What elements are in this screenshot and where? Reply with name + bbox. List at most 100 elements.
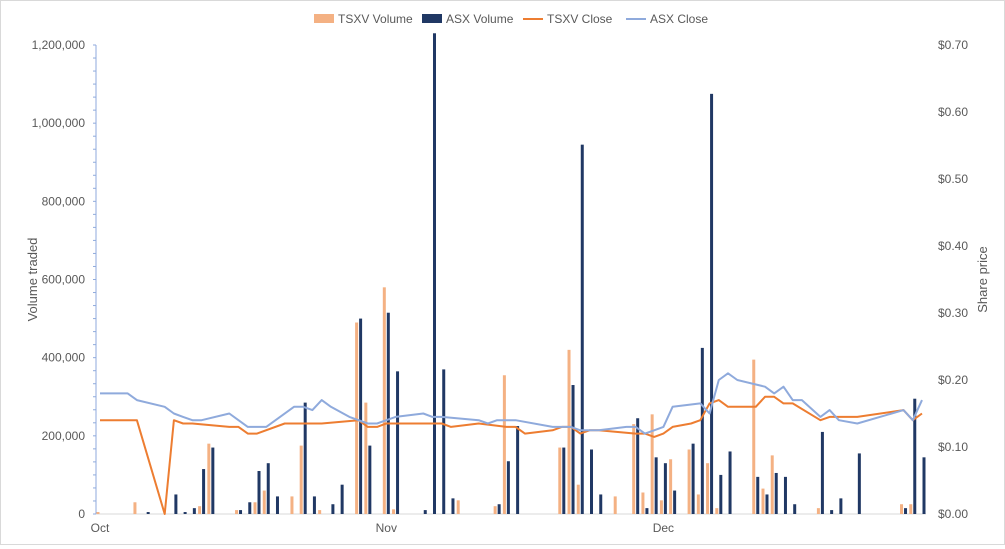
y2-tick-label: $0.30 — [938, 306, 968, 320]
tsxv-volume-legend-label: TSXV Volume — [338, 12, 413, 26]
tsxv-volume-bar — [198, 506, 202, 514]
asx-volume-bar — [774, 472, 778, 514]
asx-volume-bar — [710, 93, 714, 515]
asx-volume-bar — [359, 318, 363, 514]
y2-tick-label: $0.00 — [938, 507, 968, 521]
y2-tick-label: $0.50 — [938, 172, 968, 186]
asx-volume-bar — [368, 445, 372, 514]
tsxv-volume-bar — [364, 402, 368, 514]
tsxv-volume-bar — [299, 445, 303, 514]
tsxv-close-legend-label: TSXV Close — [547, 12, 613, 26]
tsxv-volume-bar — [493, 506, 497, 514]
asx-volume-bar — [432, 33, 436, 515]
tsxv-volume-bar — [567, 349, 571, 514]
tsxv-volume-bar — [290, 496, 294, 514]
axes — [93, 44, 926, 515]
tsxv-volume-bar — [456, 500, 460, 514]
y-tick-label: 600,000 — [42, 273, 86, 287]
tsxv-volume-bar — [355, 322, 359, 514]
y2-tick-label: $0.60 — [938, 105, 968, 119]
tsxv-volume-legend-swatch — [314, 14, 334, 23]
asx-volume-bar — [765, 494, 769, 514]
asx-volume-legend-label: ASX Volume — [446, 12, 514, 26]
tsxv-volume-bar — [669, 459, 673, 514]
asx-volume-bar — [396, 371, 400, 514]
y-tick-label: 1,000,000 — [32, 116, 86, 130]
asx-volume-bar — [386, 312, 390, 514]
tsxv-volume-bar — [392, 509, 396, 514]
volume-bars — [96, 33, 926, 515]
tsxv-volume-bar — [650, 414, 654, 514]
asx-volume-bar — [571, 385, 575, 514]
x-tick-label: Oct — [91, 521, 110, 535]
asx-volume-bar — [423, 510, 427, 514]
tsxv-volume-bar — [752, 359, 756, 514]
asx-volume-bar — [719, 474, 723, 514]
asx-volume-bar — [331, 504, 335, 514]
y2-tick-label: $0.10 — [938, 440, 968, 454]
asx-volume-bar — [451, 498, 455, 514]
asx-volume-bar — [599, 494, 603, 514]
asx-volume-bar — [275, 496, 279, 514]
asx-volume-bar — [830, 510, 834, 514]
asx-volume-bar — [239, 510, 243, 514]
tsxv-volume-bar — [816, 508, 820, 514]
tsxv-volume-bar — [632, 424, 636, 514]
asx-volume-bar — [793, 504, 797, 514]
asx-volume-bar — [820, 431, 824, 514]
asx-volume-bar — [266, 463, 270, 514]
tsxv-volume-bar — [706, 463, 710, 514]
tsxv-volume-bar — [207, 443, 211, 514]
y2-tick-label: $0.70 — [938, 38, 968, 52]
tsxv-volume-bar — [382, 287, 386, 514]
asx-volume-bar — [590, 449, 594, 514]
asx-volume-bar — [516, 426, 520, 514]
asx-volume-bar — [922, 457, 926, 514]
asx-volume-bar — [146, 512, 150, 514]
asx-volume-bar — [303, 402, 307, 514]
y-tick-label: 0 — [78, 507, 85, 521]
tsxv-volume-bar — [659, 500, 663, 514]
y2-tick-label: $0.20 — [938, 373, 968, 387]
tsxv-volume-bar — [558, 447, 562, 514]
asx-close-line — [100, 372, 923, 435]
tsxv-volume-bar — [761, 488, 765, 514]
asx-close-legend-label: ASX Close — [650, 12, 708, 26]
y-tick-label: 800,000 — [42, 194, 86, 208]
y-tick-label: 400,000 — [42, 351, 86, 365]
asx-volume-bar — [506, 461, 510, 514]
asx-volume-bar — [340, 484, 344, 514]
tsxv-volume-bar — [576, 484, 580, 514]
y-tick-label: 200,000 — [42, 429, 86, 443]
asx-volume-bar — [562, 447, 566, 514]
asx-volume-bar — [312, 496, 316, 514]
tsxv-volume-bar — [253, 502, 257, 514]
asx-volume-bar — [192, 508, 196, 514]
asx-volume-bar — [673, 490, 677, 514]
tsxv-volume-bar — [235, 510, 239, 514]
asx-volume-bar — [645, 508, 649, 514]
legend: TSXV Volume ASX Volume TSXV Close ASX Close — [314, 12, 708, 26]
y2-axis-title: Share price — [975, 246, 990, 312]
tsxv-volume-bar — [133, 502, 137, 514]
asx-volume-bar — [202, 469, 206, 514]
asx-volume-bar — [580, 144, 584, 514]
asx-volume-bar — [497, 504, 501, 514]
y-tick-label: 1,200,000 — [32, 38, 86, 52]
tsxv-volume-bar — [696, 494, 700, 514]
tsxv-volume-bar — [909, 504, 913, 514]
axis-labels: 0 200,000 400,000 600,000 800,000 1,000,000 1,… — [25, 38, 990, 535]
tsxv-volume-bar — [262, 490, 266, 514]
asx-volume-legend-swatch — [422, 14, 442, 23]
tsxv-volume-bar — [900, 504, 904, 514]
y-axis-title: Volume traded — [25, 238, 40, 322]
asx-volume-bar — [174, 494, 178, 514]
tsxv-volume-bar — [318, 510, 322, 514]
asx-volume-bar — [663, 463, 667, 514]
asx-volume-bar — [257, 471, 261, 514]
asx-volume-bar — [904, 508, 908, 514]
x-tick-label: Dec — [653, 521, 674, 535]
tsxv-volume-bar — [502, 375, 506, 514]
